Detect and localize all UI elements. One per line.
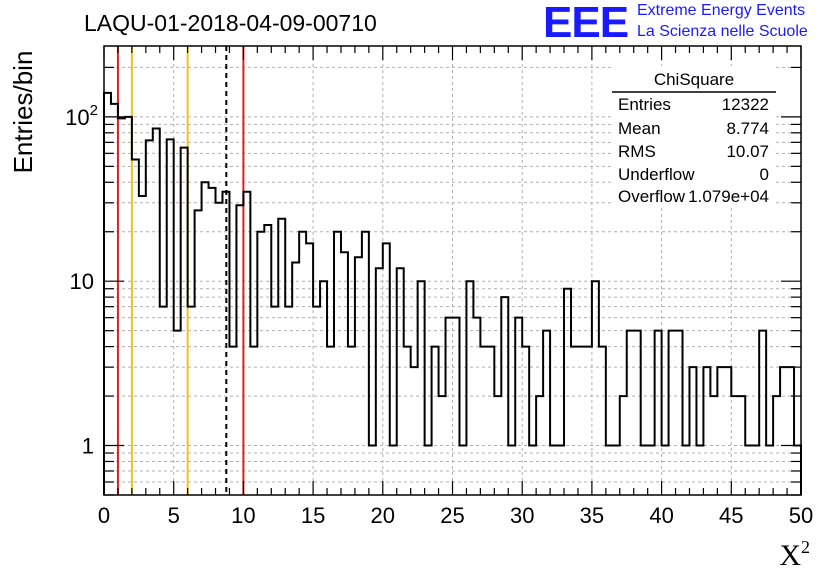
y-tick-label: 1 — [82, 434, 94, 459]
x-tick-label: 50 — [789, 503, 813, 528]
x-tick-label: 35 — [580, 503, 604, 528]
x-tick-label: 40 — [649, 503, 673, 528]
histogram-title: LAQU-01-2018-04-09-00710 — [84, 10, 377, 36]
stats-label-underflow: Underflow — [618, 165, 695, 184]
stats-label-entries: Entries — [618, 95, 671, 114]
x-tick-label: 30 — [510, 503, 534, 528]
eee-logo-icon: EEE — [543, 0, 629, 47]
tick-labels: 0 5 10 15 20 25 30 35 40 45 50 1 10 102 — [65, 102, 813, 528]
x-tick-label: 45 — [719, 503, 743, 528]
stats-value-entries: 12322 — [722, 95, 769, 114]
y-tick-label: 10 — [70, 269, 94, 294]
logo-text-line2: La Scienza nelle Scuole — [637, 23, 808, 40]
histogram-series — [103, 91, 802, 495]
stats-label-mean: Mean — [618, 119, 661, 138]
x-tick-label: 0 — [98, 503, 110, 528]
stats-title: ChiSquare — [654, 70, 734, 89]
stats-label-rms: RMS — [618, 142, 656, 161]
x-tick-label: 25 — [440, 503, 464, 528]
stats-value-mean: 8.774 — [726, 119, 769, 138]
x-tick-label: 5 — [168, 503, 180, 528]
x-tick-label: 15 — [301, 503, 325, 528]
x-axis-label: X2 — [779, 537, 810, 572]
logo-text-line1: Extreme Energy Events — [637, 2, 806, 19]
stats-label-overflow: Overflow — [618, 187, 686, 206]
y-tick-label: 102 — [65, 102, 98, 130]
y-axis-label: Entries/bin — [8, 51, 38, 174]
x-tick-label: 10 — [231, 503, 255, 528]
stats-value-underflow: 0 — [760, 165, 769, 184]
stats-value-rms: 10.07 — [726, 142, 769, 161]
stats-value-overflow: 1.079e+04 — [688, 187, 769, 206]
stats-box: ChiSquare Entries 12322 Mean 8.774 RMS 1… — [612, 66, 776, 206]
axes — [103, 45, 802, 496]
x-tick-label: 20 — [371, 503, 395, 528]
